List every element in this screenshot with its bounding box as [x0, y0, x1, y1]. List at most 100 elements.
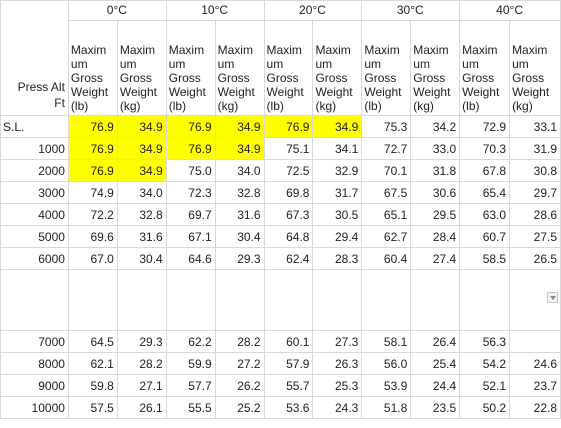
value-cell[interactable]: 28.2: [116, 352, 167, 375]
value-cell[interactable]: 55.5: [165, 396, 216, 419]
value-cell[interactable]: 69.6: [67, 225, 118, 248]
altitude-cell[interactable]: 1000: [0, 137, 69, 160]
highlighted-value-cell[interactable]: 34.9: [312, 115, 363, 138]
altitude-cell[interactable]: 10000: [0, 396, 69, 419]
max-gross-weight-lb-header[interactable]: Maxim um Gross Weight (lb): [67, 20, 118, 116]
value-cell[interactable]: 72.2: [67, 203, 118, 226]
value-cell[interactable]: 60.4: [361, 247, 412, 270]
altitude-cell[interactable]: 5000: [0, 225, 69, 248]
value-cell[interactable]: 75.3: [361, 115, 412, 138]
value-cell[interactable]: 64.8: [263, 225, 314, 248]
value-cell[interactable]: 30.6: [410, 181, 461, 204]
altitude-cell[interactable]: 2000: [0, 159, 69, 182]
value-cell[interactable]: 59.8: [67, 374, 118, 397]
value-cell[interactable]: 60.7: [459, 225, 511, 248]
value-cell[interactable]: [361, 269, 412, 331]
altitude-cell[interactable]: 4000: [0, 203, 69, 226]
value-cell[interactable]: 31.7: [312, 181, 363, 204]
value-cell[interactable]: 69.8: [263, 181, 314, 204]
value-cell[interactable]: 27.5: [509, 225, 561, 248]
value-cell[interactable]: 26.2: [214, 374, 265, 397]
highlighted-value-cell[interactable]: 76.9: [165, 137, 216, 160]
value-cell[interactable]: 58.1: [361, 330, 412, 353]
value-cell[interactable]: 57.9: [263, 352, 314, 375]
value-cell[interactable]: 72.5: [263, 159, 314, 182]
value-cell[interactable]: 62.4: [263, 247, 314, 270]
value-cell[interactable]: 69.7: [165, 203, 216, 226]
value-cell[interactable]: 24.6: [509, 352, 561, 375]
value-cell[interactable]: 30.8: [509, 159, 561, 182]
highlighted-value-cell[interactable]: 34.9: [214, 137, 265, 160]
value-cell[interactable]: 65.1: [361, 203, 412, 226]
value-cell[interactable]: 51.8: [361, 396, 412, 419]
altitude-cell[interactable]: [0, 269, 69, 331]
value-cell[interactable]: 59.9: [165, 352, 216, 375]
value-cell[interactable]: 25.4: [410, 352, 461, 375]
value-cell[interactable]: 34.0: [116, 181, 167, 204]
value-cell[interactable]: 26.5: [509, 247, 561, 270]
value-cell[interactable]: 32.8: [116, 203, 167, 226]
value-cell[interactable]: 62.7: [361, 225, 412, 248]
value-cell[interactable]: 27.3: [312, 330, 363, 353]
value-cell[interactable]: 53.6: [263, 396, 314, 419]
altitude-cell[interactable]: 6000: [0, 247, 69, 270]
temperature-header[interactable]: 0°C: [67, 0, 167, 21]
max-gross-weight-kg-header[interactable]: Maxim um Gross Weight (kg): [509, 20, 561, 116]
max-gross-weight-lb-header[interactable]: Maxim um Gross Weight (lb): [263, 20, 314, 116]
value-cell[interactable]: 75.0: [165, 159, 216, 182]
value-cell[interactable]: [410, 269, 461, 331]
value-cell[interactable]: [509, 330, 561, 353]
value-cell[interactable]: 31.8: [410, 159, 461, 182]
temperature-header[interactable]: 10°C: [165, 0, 265, 21]
value-cell[interactable]: 29.5: [410, 203, 461, 226]
altitude-cell[interactable]: 7000: [0, 330, 69, 353]
value-cell[interactable]: 30.4: [116, 247, 167, 270]
value-cell[interactable]: 34.1: [312, 137, 363, 160]
value-cell[interactable]: 24.4: [410, 374, 461, 397]
max-gross-weight-lb-header[interactable]: Maxim um Gross Weight (lb): [165, 20, 216, 116]
value-cell[interactable]: 65.4: [459, 181, 511, 204]
value-cell[interactable]: [214, 269, 265, 331]
altitude-cell[interactable]: 9000: [0, 374, 69, 397]
value-cell[interactable]: 53.9: [361, 374, 412, 397]
value-cell[interactable]: [116, 269, 167, 331]
max-gross-weight-lb-header[interactable]: Maxim um Gross Weight (lb): [459, 20, 511, 116]
value-cell[interactable]: 72.9: [459, 115, 511, 138]
value-cell[interactable]: 33.1: [509, 115, 561, 138]
value-cell[interactable]: 27.1: [116, 374, 167, 397]
value-cell[interactable]: 67.5: [361, 181, 412, 204]
temperature-header[interactable]: 30°C: [361, 0, 461, 21]
value-cell[interactable]: 30.5: [312, 203, 363, 226]
temperature-header[interactable]: 40°C: [459, 0, 561, 21]
value-cell[interactable]: 58.5: [459, 247, 511, 270]
value-cell[interactable]: 24.3: [312, 396, 363, 419]
value-cell[interactable]: 26.4: [410, 330, 461, 353]
max-gross-weight-kg-header[interactable]: Maxim um Gross Weight (kg): [410, 20, 461, 116]
value-cell[interactable]: 31.6: [116, 225, 167, 248]
highlighted-value-cell[interactable]: 76.9: [67, 137, 118, 160]
value-cell[interactable]: 23.7: [509, 374, 561, 397]
value-cell[interactable]: 30.4: [214, 225, 265, 248]
value-cell[interactable]: 63.0: [459, 203, 511, 226]
value-cell[interactable]: 29.4: [312, 225, 363, 248]
value-cell[interactable]: 67.1: [165, 225, 216, 248]
max-gross-weight-kg-header[interactable]: Maxim um Gross Weight (kg): [312, 20, 363, 116]
value-cell[interactable]: 29.7: [509, 181, 561, 204]
highlighted-value-cell[interactable]: 34.9: [116, 159, 167, 182]
value-cell[interactable]: 72.7: [361, 137, 412, 160]
value-cell[interactable]: [459, 269, 511, 331]
value-cell[interactable]: 57.5: [67, 396, 118, 419]
value-cell[interactable]: 23.5: [410, 396, 461, 419]
value-cell[interactable]: 34.2: [410, 115, 461, 138]
max-gross-weight-kg-header[interactable]: Maxim um Gross Weight (kg): [116, 20, 167, 116]
altitude-cell[interactable]: 3000: [0, 181, 69, 204]
temperature-header[interactable]: 20°C: [263, 0, 363, 21]
value-cell[interactable]: 28.6: [509, 203, 561, 226]
value-cell[interactable]: 52.1: [459, 374, 511, 397]
value-cell[interactable]: 55.7: [263, 374, 314, 397]
highlighted-value-cell[interactable]: 34.9: [214, 115, 265, 138]
value-cell[interactable]: 27.2: [214, 352, 265, 375]
highlighted-value-cell[interactable]: 76.9: [165, 115, 216, 138]
value-cell[interactable]: 70.1: [361, 159, 412, 182]
value-cell[interactable]: [263, 269, 314, 331]
